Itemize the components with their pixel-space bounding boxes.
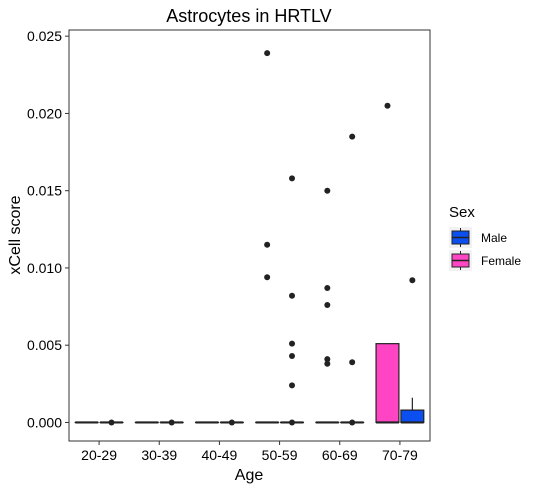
y-tick-label: 0.010 <box>27 260 62 276</box>
legend-key-male: Male <box>449 227 507 248</box>
box-female-70-79 <box>375 102 400 424</box>
box-male-50-59 <box>279 175 305 426</box>
box-iqr <box>400 409 425 424</box>
box-male-60-69 <box>340 133 365 426</box>
x-axis-title: Age <box>235 467 264 484</box>
y-tick-label: 0.000 <box>27 414 62 430</box>
box-male-70-79 <box>400 277 425 424</box>
series-female <box>74 50 400 424</box>
y-axis: 0.000 0.005 0.010 0.015 0.020 0.025 <box>27 28 69 430</box>
outlier-point <box>289 292 296 299</box>
outlier-point <box>289 340 296 347</box>
boxplot-series <box>74 50 425 426</box>
outlier-point <box>264 274 271 281</box>
series-male <box>99 133 425 426</box>
legend: Sex Male Female <box>449 204 521 271</box>
box-male-30-39 <box>159 419 184 426</box>
chart-title: Astrocytes in HRTLV <box>166 6 331 26</box>
box-male-40-49 <box>219 419 244 426</box>
x-tick-label: 30-39 <box>141 447 177 463</box>
outlier-point <box>289 382 296 389</box>
outlier-point <box>409 277 416 284</box>
box-female-50-59 <box>255 50 280 424</box>
outlier-point <box>324 302 331 309</box>
box-iqr <box>375 343 400 424</box>
box-male-20-29 <box>99 419 124 426</box>
x-tick-label: 50-59 <box>262 447 298 463</box>
outlier-point <box>324 356 331 363</box>
outlier-point <box>349 133 356 140</box>
y-tick-label: 0.020 <box>27 105 62 121</box>
outlier-point <box>228 419 235 426</box>
outlier-point <box>264 50 271 57</box>
outlier-point <box>324 360 331 367</box>
y-axis-title: xCell score <box>7 195 24 274</box>
outlier-point <box>349 359 356 366</box>
outlier-point <box>324 187 331 194</box>
x-tick-label: 40-49 <box>202 447 238 463</box>
legend-key-female: Female <box>449 250 521 271</box>
plot-panel <box>68 29 431 442</box>
x-axis: 20-29 30-39 40-49 50-59 60-69 70-79 <box>81 441 418 463</box>
outlier-point <box>264 241 271 248</box>
outlier-point <box>289 419 296 426</box>
legend-title: Sex <box>449 204 475 221</box>
y-tick-label: 0.025 <box>27 28 62 44</box>
outlier-point <box>349 419 356 426</box>
x-tick-label: 20-29 <box>81 447 117 463</box>
outlier-point <box>168 419 175 426</box>
y-tick-label: 0.015 <box>27 183 62 199</box>
legend-label-male: Male <box>481 231 507 245</box>
box-female-60-69 <box>315 187 340 424</box>
outlier-point <box>289 175 296 182</box>
y-tick-label: 0.005 <box>27 337 62 353</box>
outlier-point <box>384 102 391 109</box>
outlier-point <box>108 419 115 426</box>
x-tick-label: 60-69 <box>322 447 358 463</box>
outlier-point <box>324 285 331 292</box>
legend-label-female: Female <box>481 254 521 268</box>
outlier-point <box>289 353 296 360</box>
x-tick-label: 70-79 <box>382 447 418 463</box>
